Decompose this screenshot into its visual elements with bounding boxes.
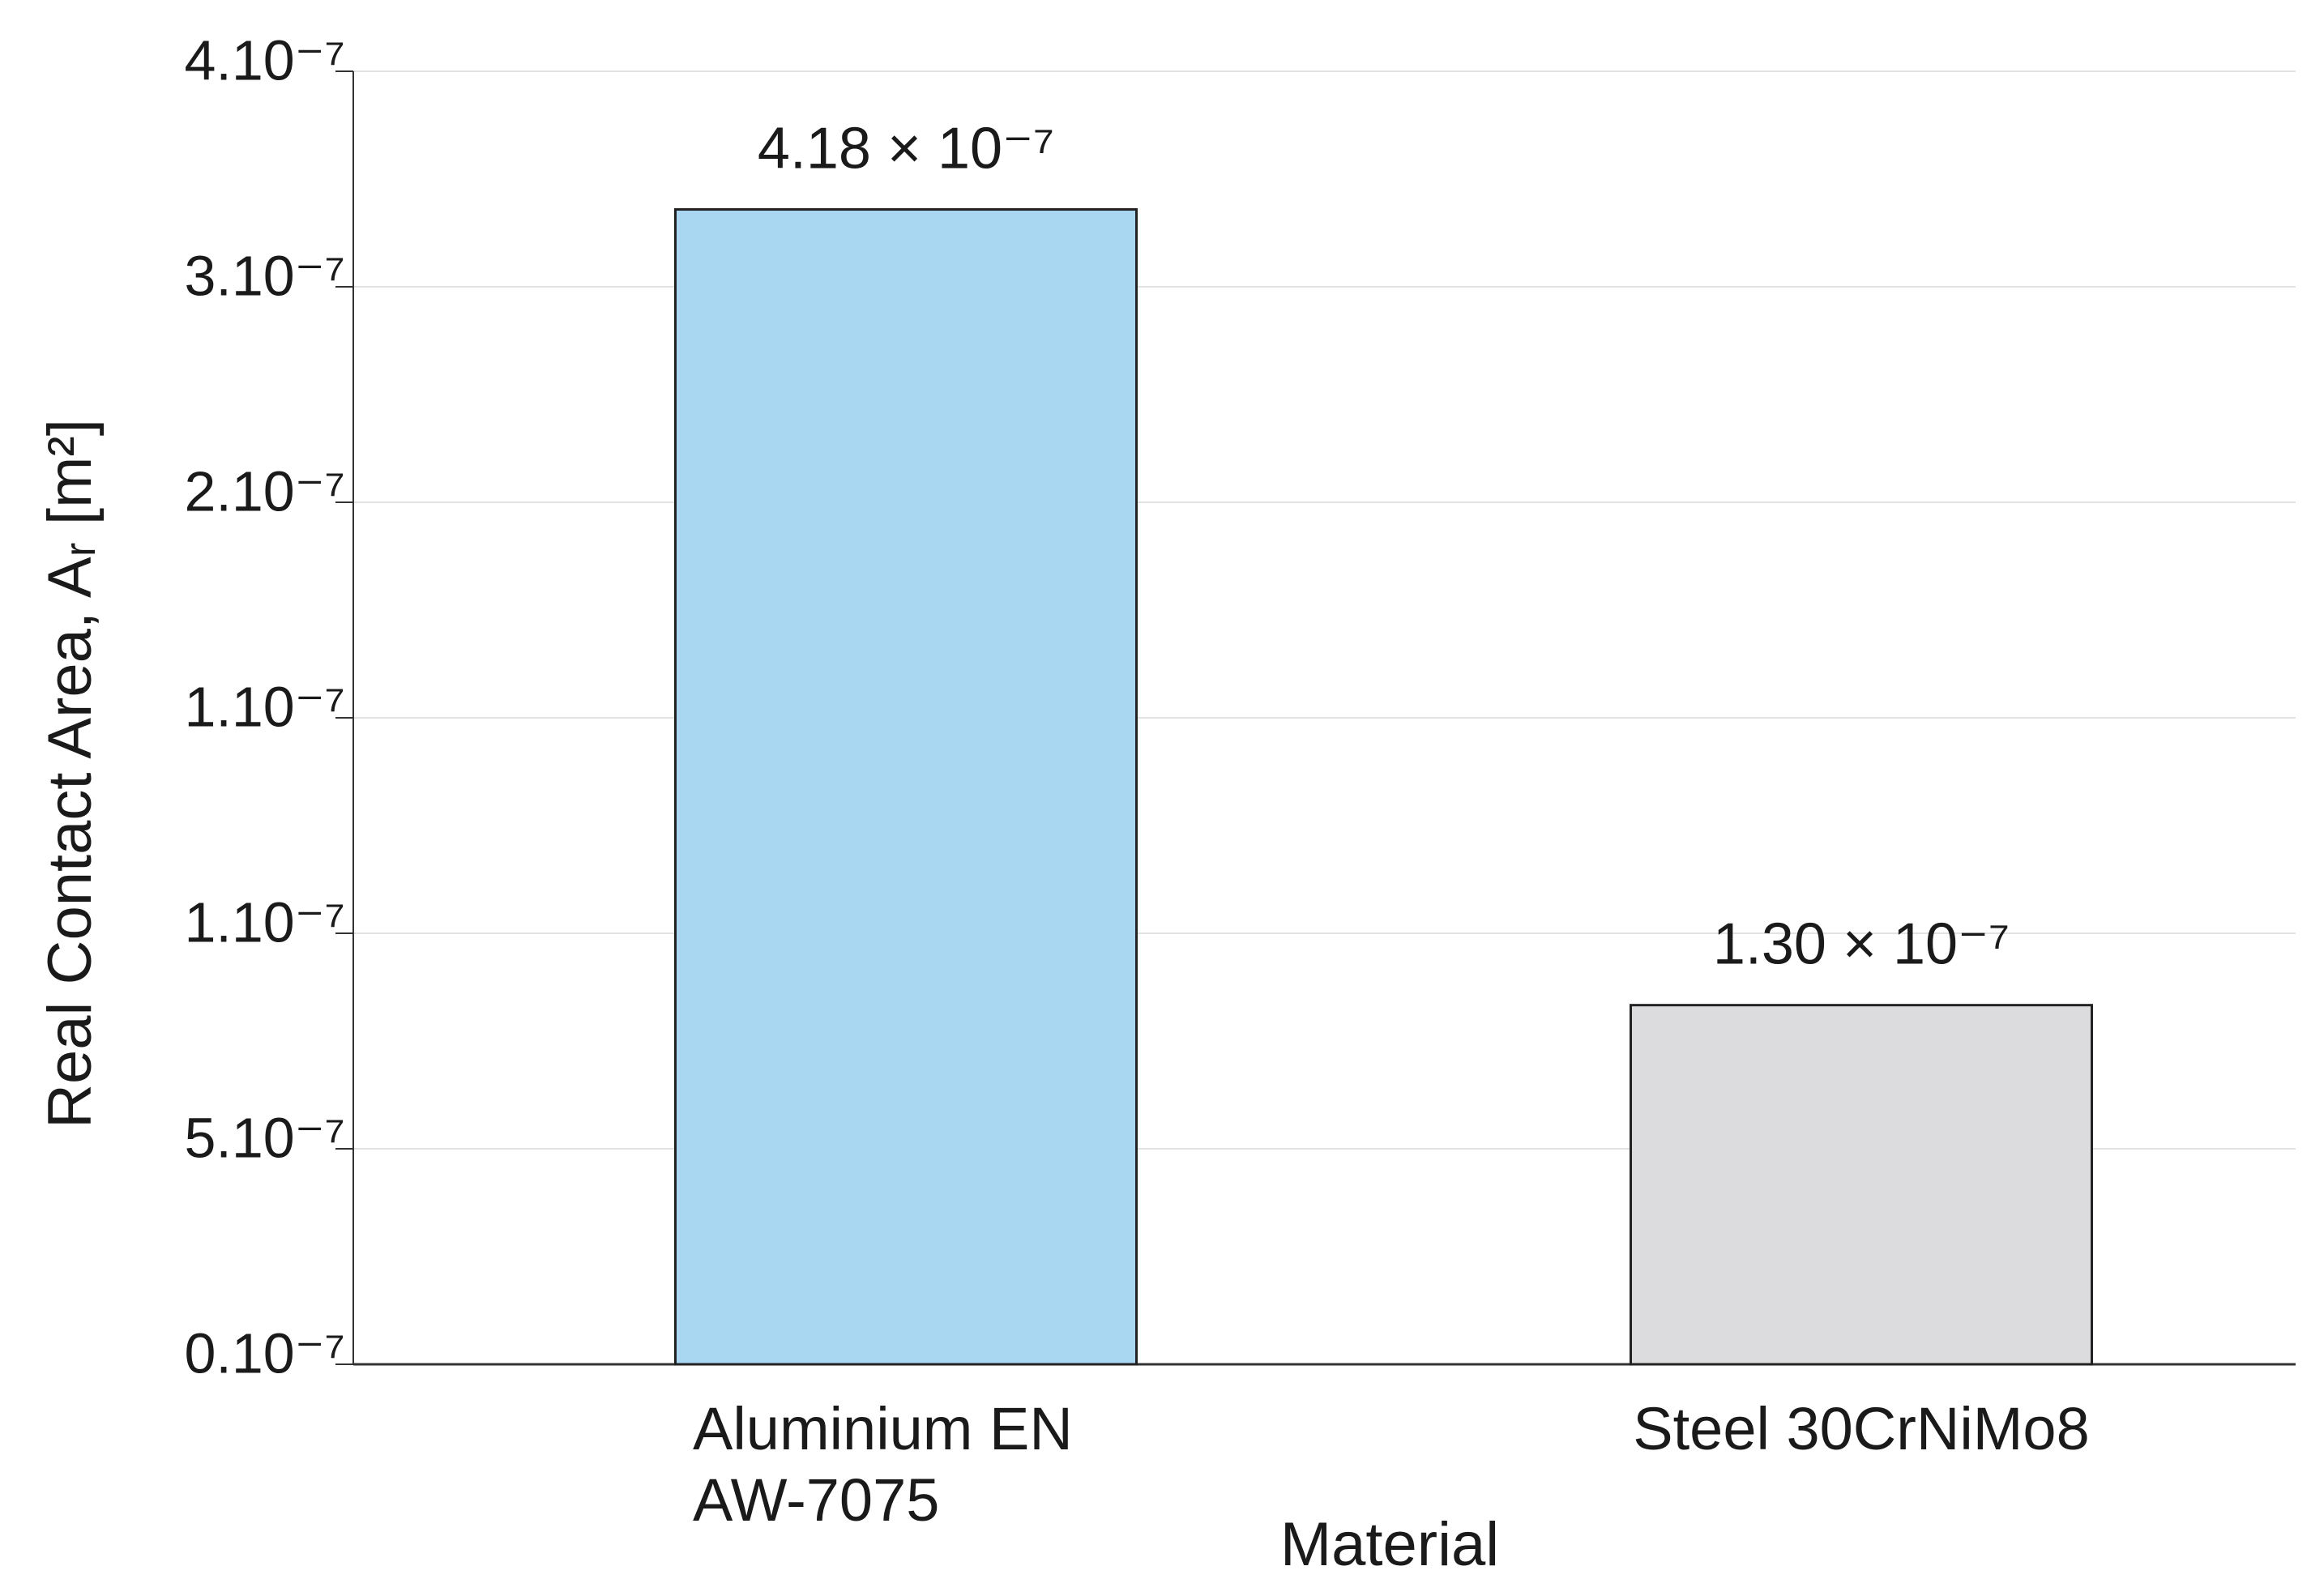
y-tick-label: 3.10⁻⁷	[184, 244, 345, 307]
bar	[1630, 1004, 2093, 1366]
y-tick-label: 2.10⁻⁷	[184, 459, 345, 523]
y-tick-label: 1.10⁻⁷	[184, 890, 345, 954]
x-axis-title: Material	[1280, 1510, 1499, 1579]
y-tick-label: 0.10⁻⁷	[184, 1321, 345, 1385]
y-tick-label: 1.10⁻⁷	[184, 675, 345, 738]
bar	[674, 208, 1138, 1366]
x-tick-label: Steel 30CrNiMo8	[1633, 1395, 2090, 1462]
y-tick-label: 5.10⁻⁷	[184, 1106, 345, 1169]
y-axis-title: Real Contact Area, Aᵣ [m²]	[36, 419, 105, 1129]
value-label: 4.18 × 10⁻⁷	[758, 117, 1054, 181]
y-tick-label: 4.10⁻⁷	[184, 28, 345, 92]
x-tick-label: Aluminium EN AW-7075	[693, 1395, 1073, 1534]
value-label: 1.30 × 10⁻⁷	[1713, 912, 2010, 977]
